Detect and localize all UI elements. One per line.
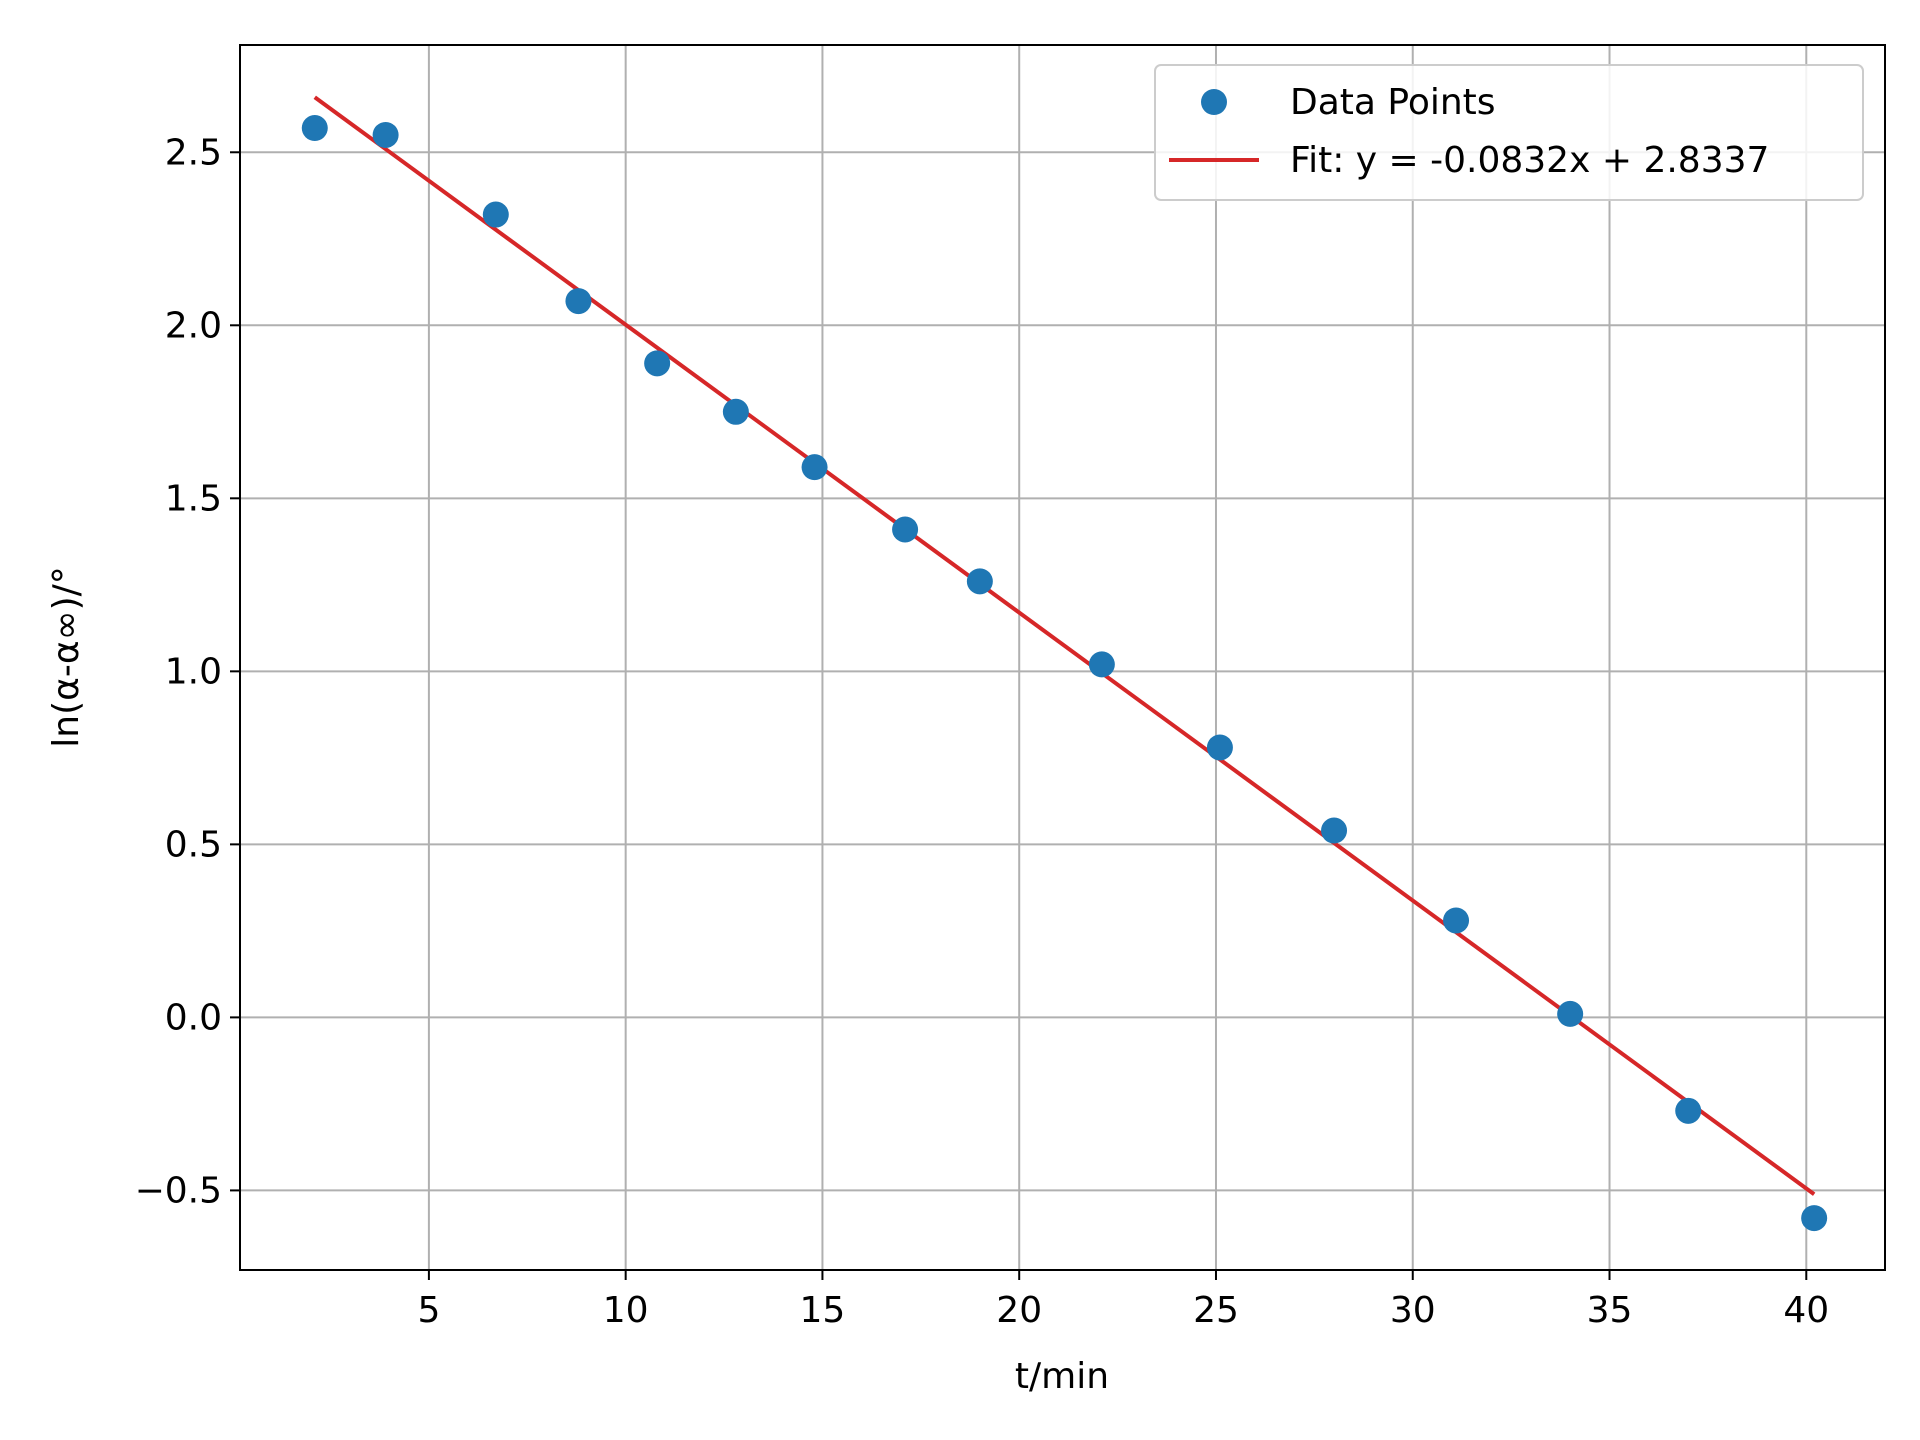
legend: Data Points Fit: y = -0.0832x + 2.8337 — [1154, 64, 1864, 201]
data-point — [1206, 734, 1233, 761]
plot-frame — [239, 44, 1886, 1271]
y-tick-label: 1.0 — [165, 651, 222, 692]
y-tick-label: 2.5 — [165, 132, 222, 173]
data-point — [644, 350, 671, 377]
x-tick-label: 20 — [996, 1290, 1042, 1331]
x-tick-label: 15 — [800, 1290, 846, 1331]
data-point — [372, 121, 399, 148]
y-tick-label: 2.0 — [165, 305, 222, 346]
legend-label-data-points: Data Points — [1290, 82, 1496, 123]
x-axis-label: t/min — [1015, 1356, 1109, 1397]
data-point — [966, 568, 993, 595]
data-point — [301, 115, 328, 142]
x-tick-label: 5 — [417, 1290, 440, 1331]
x-axis-ticks: 5 10 15 20 25 30 35 40 — [417, 1270, 1829, 1331]
legend-label-fit-line: Fit: y = -0.0832x + 2.8337 — [1290, 140, 1769, 181]
x-tick-label: 30 — [1390, 1290, 1436, 1331]
y-tick-label: −0.5 — [135, 1170, 222, 1211]
plot-area-background — [240, 45, 1885, 1270]
x-tick-label: 35 — [1587, 1290, 1633, 1331]
data-point — [892, 516, 919, 543]
y-tick-label: 0.0 — [165, 997, 222, 1038]
y-tick-label: 0.5 — [165, 824, 222, 865]
data-point — [565, 288, 592, 315]
x-tick-label: 10 — [603, 1290, 649, 1331]
y-axis-label: ln(α-α∞)/° — [46, 566, 87, 747]
data-point — [482, 201, 509, 228]
data-point — [801, 454, 828, 481]
data-point — [722, 398, 749, 425]
data-point — [1675, 1097, 1702, 1124]
data-point — [1088, 651, 1115, 678]
legend-box — [1154, 64, 1864, 201]
legend-marker-data-points — [1201, 89, 1227, 115]
y-tick-label: 1.5 — [165, 478, 222, 519]
data-point — [1321, 817, 1348, 844]
grid — [240, 45, 1885, 1270]
data-point — [1557, 1000, 1584, 1027]
x-tick-label: 25 — [1193, 1290, 1239, 1331]
y-axis-ticks: −0.5 0.0 0.5 1.0 1.5 2.0 2.5 — [135, 132, 240, 1211]
data-point — [1801, 1205, 1828, 1232]
x-tick-label: 40 — [1783, 1290, 1829, 1331]
data-point — [1443, 907, 1470, 934]
data-points-group — [301, 115, 1828, 1232]
